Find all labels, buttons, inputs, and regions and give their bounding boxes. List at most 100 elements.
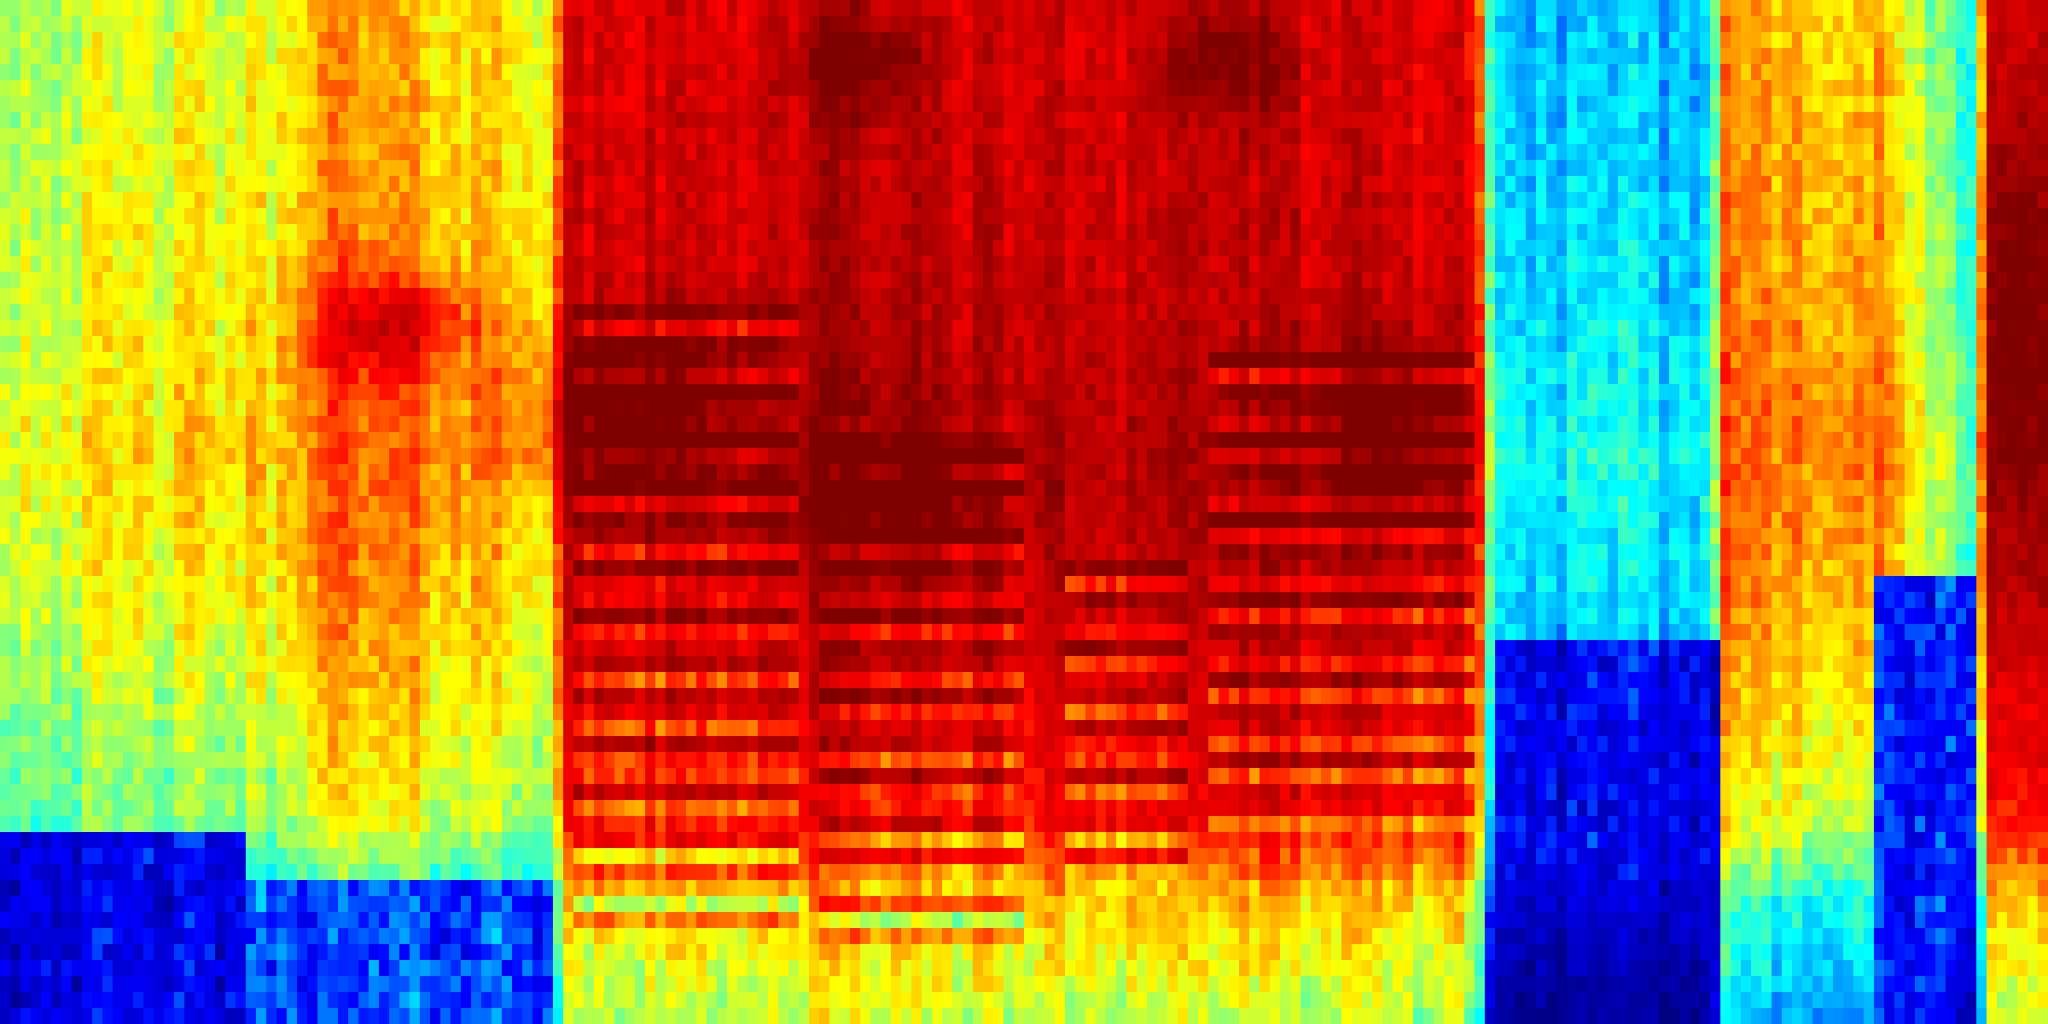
heatmap-cell <box>696 784 708 801</box>
heatmap-cell <box>430 416 441 433</box>
heatmap-cell <box>542 544 554 561</box>
heatmap-cell <box>0 400 11 417</box>
heatmap-cell <box>430 208 441 225</box>
heatmap-cell <box>665 80 677 97</box>
heatmap-cell <box>51 80 63 97</box>
heatmap-cell <box>768 864 779 881</box>
heatmap-cell <box>51 528 63 545</box>
heatmap-cell <box>163 80 175 97</box>
heatmap-cell <box>389 416 400 433</box>
heatmap-cell <box>122 432 134 449</box>
heatmap-cell <box>419 592 431 609</box>
heatmap-cell <box>419 272 431 289</box>
heatmap-cell <box>204 80 216 97</box>
heatmap-cell <box>266 448 278 465</box>
heatmap-cell <box>51 752 63 769</box>
heatmap-cell <box>40 560 52 577</box>
heatmap-cell <box>368 384 380 401</box>
heatmap-cell <box>491 672 503 689</box>
heatmap-cell <box>296 880 308 897</box>
heatmap-cell <box>440 944 452 961</box>
heatmap-cell <box>747 176 759 193</box>
heatmap-cell <box>563 688 575 705</box>
heatmap-cell <box>778 176 790 193</box>
heatmap-cell <box>727 624 738 641</box>
heatmap-cell <box>419 864 431 881</box>
heatmap-cell <box>256 336 267 353</box>
heatmap-cell <box>184 48 196 65</box>
heatmap-cell <box>419 576 431 593</box>
heatmap-cell <box>215 464 226 481</box>
heatmap-cell <box>153 224 165 241</box>
heatmap-cell <box>778 960 790 977</box>
heatmap-cell <box>706 688 718 705</box>
heatmap-cell <box>573 384 585 401</box>
heatmap-cell <box>327 736 339 753</box>
heatmap-cell <box>389 16 400 33</box>
heatmap-cell <box>512 704 523 721</box>
heatmap-cell <box>604 528 615 545</box>
heatmap-cell <box>184 464 196 481</box>
heatmap-cell <box>706 464 718 481</box>
heatmap-cell <box>583 640 595 657</box>
heatmap-cell <box>317 368 329 385</box>
heatmap-cell <box>542 880 554 897</box>
heatmap-cell <box>225 784 237 801</box>
heatmap-cell <box>61 560 73 577</box>
heatmap-cell <box>348 544 359 561</box>
heatmap-cell <box>501 160 513 177</box>
heatmap-cell <box>389 48 400 65</box>
heatmap-cell <box>348 752 359 769</box>
heatmap-cell <box>317 0 329 17</box>
heatmap-cell <box>788 224 800 241</box>
heatmap-cell <box>675 144 687 161</box>
heatmap-cell <box>225 832 237 849</box>
heatmap-cell <box>788 128 800 145</box>
heatmap-cell <box>40 912 52 929</box>
heatmap-cell <box>153 448 165 465</box>
heatmap-cell <box>348 960 359 977</box>
heatmap-cell <box>194 544 206 561</box>
heatmap-cell <box>81 544 93 561</box>
heatmap-cell <box>747 384 759 401</box>
heatmap-cell <box>245 480 257 497</box>
heatmap-cell <box>10 816 22 833</box>
heatmap-cell <box>532 880 544 897</box>
heatmap-cell <box>194 976 206 993</box>
heatmap-cell <box>153 1008 165 1024</box>
heatmap-cell <box>501 976 513 993</box>
heatmap-cell <box>204 928 216 945</box>
heatmap-cell <box>153 64 165 81</box>
heatmap-cell <box>102 240 114 257</box>
heatmap-cell <box>542 336 554 353</box>
heatmap-cell <box>0 768 11 785</box>
heatmap-cell <box>20 224 32 241</box>
heatmap-cell <box>40 768 52 785</box>
heatmap-cell <box>696 912 708 929</box>
heatmap-cell <box>501 416 513 433</box>
heatmap-cell <box>675 576 687 593</box>
heatmap-cell <box>552 800 564 817</box>
heatmap-cell <box>624 128 636 145</box>
heatmap-cell <box>358 912 370 929</box>
heatmap-cell <box>204 0 216 17</box>
heatmap-cell <box>184 336 196 353</box>
heatmap-cell <box>542 1008 554 1024</box>
heatmap-cell <box>20 0 32 17</box>
heatmap-cell <box>512 544 523 561</box>
heatmap-cell <box>317 800 329 817</box>
heatmap-cell <box>266 16 278 33</box>
heatmap-cell <box>747 912 759 929</box>
heatmap-cell <box>40 976 52 993</box>
heatmap-cell <box>256 688 267 705</box>
heatmap-cell <box>0 656 11 673</box>
heatmap-cell <box>686 400 697 417</box>
heatmap-cell <box>307 448 319 465</box>
heatmap-cell <box>563 672 575 689</box>
heatmap-cell <box>532 144 544 161</box>
heatmap-cell <box>30 128 42 145</box>
heatmap-cell <box>143 96 155 113</box>
heatmap-cell <box>419 464 431 481</box>
heatmap-cell <box>51 928 63 945</box>
heatmap-cell <box>317 240 329 257</box>
